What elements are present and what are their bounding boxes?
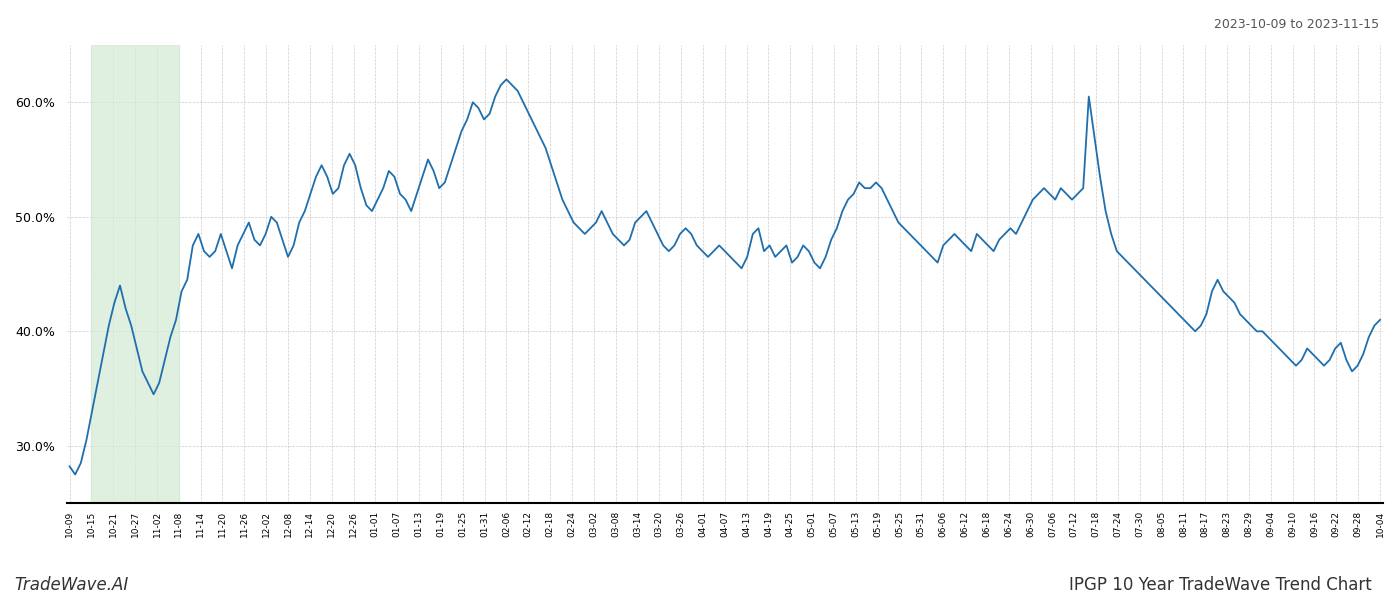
Text: IPGP 10 Year TradeWave Trend Chart: IPGP 10 Year TradeWave Trend Chart [1070,576,1372,594]
Bar [91,45,179,503]
Text: 2023-10-09 to 2023-11-15: 2023-10-09 to 2023-11-15 [1214,18,1379,31]
Text: TradeWave.AI: TradeWave.AI [14,576,129,594]
